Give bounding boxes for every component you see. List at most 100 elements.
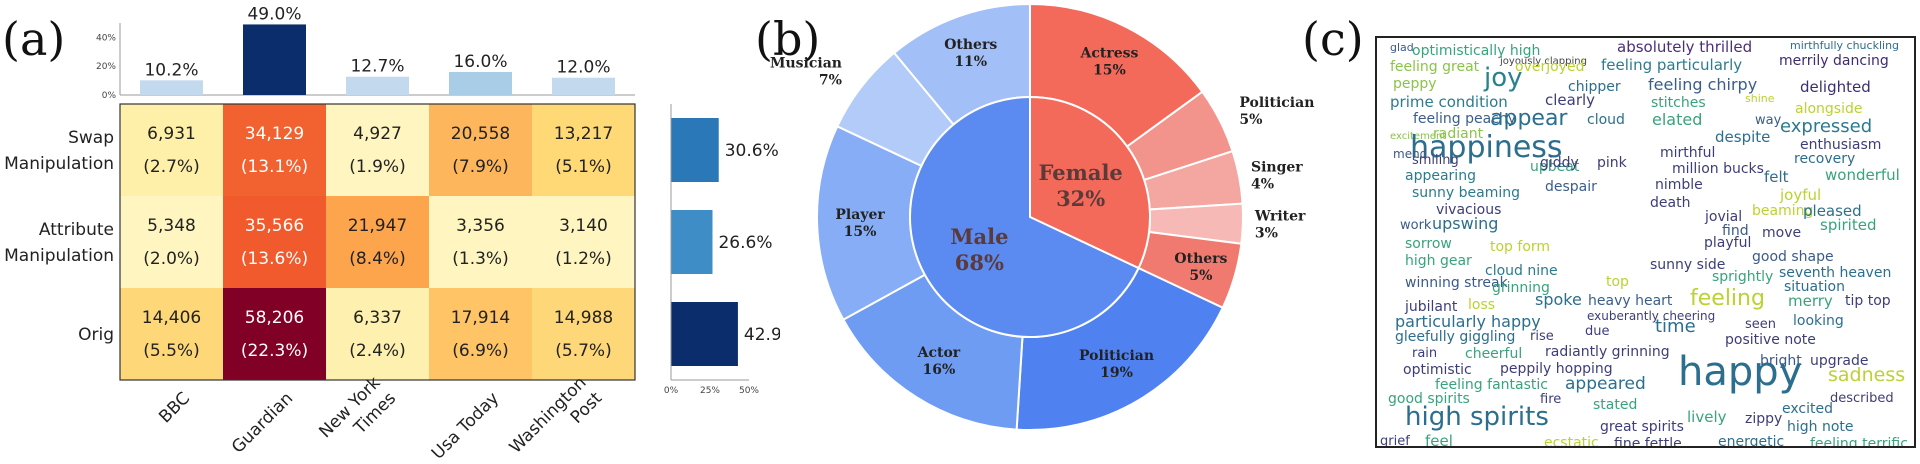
- pie-outer-slice: [1015, 266, 1225, 431]
- pie-outer-label: Actress 15%: [1079, 46, 1138, 79]
- heatmap-cell-percent: (1.3%): [452, 249, 508, 269]
- word-cloud-word: high note: [1787, 419, 1854, 435]
- word-cloud-word: rise: [1530, 329, 1554, 344]
- heatmap-cell-value: 3,140: [559, 216, 608, 236]
- word-cloud-word: feeling peachy: [1413, 111, 1517, 127]
- word-cloud-word: pink: [1597, 155, 1627, 171]
- word-cloud-word: energetic: [1718, 434, 1785, 448]
- heatmap-cell: [120, 104, 223, 196]
- word-cloud-word: enthusiasm: [1800, 137, 1882, 153]
- heatmap-cell-value: 4,927: [353, 124, 402, 144]
- column-marginal-bar: [243, 24, 306, 95]
- top-marginal-tick: 20%: [96, 62, 116, 72]
- heatmap-cell-percent: (6.9%): [452, 341, 508, 361]
- right-marginal-tick: 25%: [700, 386, 720, 396]
- pie-outer-slice: [892, 2, 1031, 126]
- word-cloud-word: feel: [1425, 432, 1453, 448]
- word-cloud-word: joyful: [1780, 186, 1822, 204]
- heatmap-row-label: Attribute Manipulation: [4, 220, 114, 266]
- word-cloud-word: spirited: [1820, 216, 1877, 234]
- pie-outer-slice: [1147, 202, 1244, 245]
- heatmap-cell: [532, 104, 635, 196]
- column-marginal-bar: [140, 80, 203, 95]
- word-cloud-word: recovery: [1794, 151, 1856, 167]
- pie-outer-slice: [841, 273, 1024, 431]
- word-cloud-word: cheerful: [1465, 346, 1523, 362]
- column-marginal-bar: [552, 77, 615, 95]
- word-cloud-word: happiness: [1410, 130, 1563, 165]
- word-cloud-word: sorrow: [1405, 236, 1452, 252]
- heatmap-cell: [326, 104, 429, 196]
- column-marginal-label: 16.0%: [453, 52, 507, 72]
- word-cloud-word: despite: [1715, 128, 1771, 146]
- word-cloud-word: peppily hopping: [1500, 361, 1613, 377]
- heatmap-cell-percent: (5.7%): [555, 341, 611, 361]
- column-marginal-label: 49.0%: [247, 4, 301, 24]
- heatmap-cell: [532, 196, 635, 288]
- word-cloud-word: described: [1830, 391, 1894, 406]
- pie-outer-label: Player 15%: [835, 207, 885, 240]
- word-cloud-word: due: [1585, 324, 1610, 339]
- word-cloud-word: wonderful: [1825, 166, 1900, 184]
- word-cloud-word: sprightly: [1712, 269, 1774, 285]
- panel-label-c: (c): [1302, 12, 1364, 66]
- word-cloud-word: loss: [1468, 297, 1496, 313]
- heatmap-cell-value: 13,217: [554, 124, 613, 144]
- word-cloud-word: good shape: [1752, 249, 1834, 265]
- word-cloud-word: particularly happy: [1395, 312, 1541, 331]
- pie-outer-slice: [835, 51, 955, 168]
- column-marginal-label: 12.0%: [556, 58, 610, 78]
- heatmap-cell-percent: (8.4%): [349, 249, 405, 269]
- word-cloud-word: despair: [1545, 179, 1597, 195]
- heatmap-cell-value: 35,566: [245, 216, 304, 236]
- heatmap-cell-value: 3,356: [456, 216, 505, 236]
- word-cloud-word: cloud nine: [1485, 263, 1558, 279]
- pie-inner-slice: [909, 95, 1140, 338]
- word-cloud-word: nimble: [1655, 177, 1703, 193]
- word-cloud-word: way: [1755, 113, 1782, 128]
- word-cloud-word: death: [1650, 195, 1691, 211]
- pie-outer-label: Writer 3%: [1254, 209, 1306, 242]
- word-cloud-word: peppy: [1393, 76, 1437, 92]
- word-cloud-word: appeared: [1565, 374, 1646, 394]
- heatmap-cell-value: 5,348: [147, 216, 196, 236]
- word-cloud-word: feeling terrific: [1810, 436, 1908, 448]
- row-marginal-bar: [671, 118, 719, 182]
- row-marginal-bar: [671, 302, 738, 366]
- heatmap-cell-value: 14,406: [142, 308, 201, 328]
- word-cloud-word: lively: [1687, 408, 1727, 426]
- word-cloud-word: sadness: [1828, 364, 1906, 386]
- word-cloud-word: delighted: [1800, 78, 1871, 96]
- word-cloud-word: grinning: [1492, 280, 1550, 296]
- word-cloud-word: chipper: [1568, 79, 1621, 95]
- heatmap-cell: [326, 196, 429, 288]
- pie-outer-slice: [1137, 230, 1243, 310]
- word-cloud-word: high gear: [1405, 253, 1472, 269]
- word-cloud-word: work: [1400, 218, 1432, 233]
- heatmap-frame: [119, 103, 636, 381]
- word-cloud-word: find: [1722, 223, 1749, 239]
- word-cloud-word: upswing: [1432, 214, 1499, 233]
- word-cloud-word: merrily dancing: [1779, 53, 1889, 69]
- heatmap-cell-value: 21,947: [348, 216, 407, 236]
- word-cloud-word: joy: [1484, 63, 1523, 93]
- word-cloud-word: heavy heart: [1588, 293, 1673, 309]
- pie-outer-label: Politician 5%: [1239, 95, 1314, 128]
- pie-outer-slice: [1142, 149, 1244, 211]
- word-cloud-word: stated: [1593, 397, 1638, 413]
- word-cloud-word: million bucks: [1672, 161, 1764, 177]
- word-cloud-word: gleefully giggling: [1395, 329, 1516, 345]
- word-cloud-word: appearing: [1405, 168, 1476, 184]
- word-cloud: glad optimistically high absolutely thrill…: [1375, 36, 1916, 448]
- pie-outer-slice: [816, 124, 927, 321]
- heatmap-cell-percent: (1.9%): [349, 157, 405, 177]
- word-cloud-word: great spirits: [1600, 419, 1684, 435]
- pie-inner-label: Female 32%: [1039, 160, 1123, 211]
- heatmap-column-label: Usa Today: [428, 388, 503, 463]
- word-cloud-word: mend: [1393, 147, 1428, 161]
- word-cloud-word: sunny side: [1650, 257, 1726, 273]
- word-cloud-word: rain: [1412, 346, 1438, 361]
- word-cloud-word: feeling chirpy: [1648, 75, 1758, 94]
- heatmap-cell-percent: (2.7%): [143, 157, 199, 177]
- heatmap-cell-percent: (5.1%): [555, 157, 611, 177]
